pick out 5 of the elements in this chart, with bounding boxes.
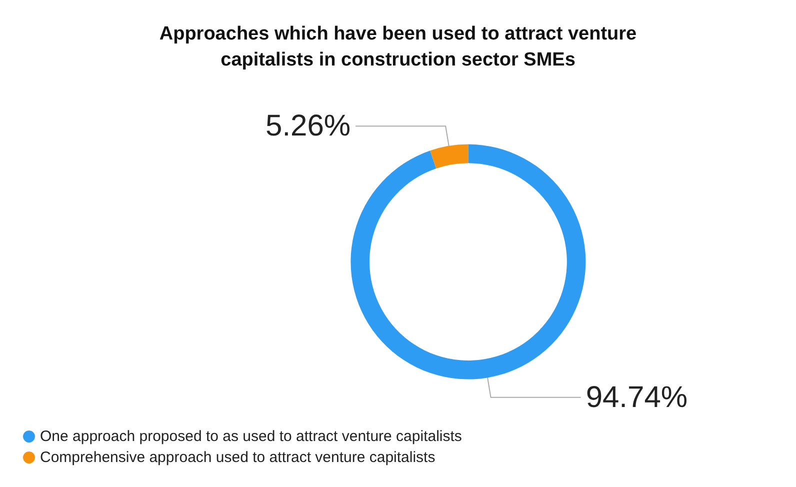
legend-label: Comprehensive approach used to attract venture capitalists	[40, 449, 436, 466]
data-label: 5.26%	[266, 110, 351, 143]
data-label: 94.74%	[586, 380, 688, 414]
chart-title: Approaches which have been used to attract venture capitalists in construction sector SMEs	[159, 24, 637, 70]
legend-label: One approach proposed to as used to attract venture capitalists	[40, 428, 462, 445]
